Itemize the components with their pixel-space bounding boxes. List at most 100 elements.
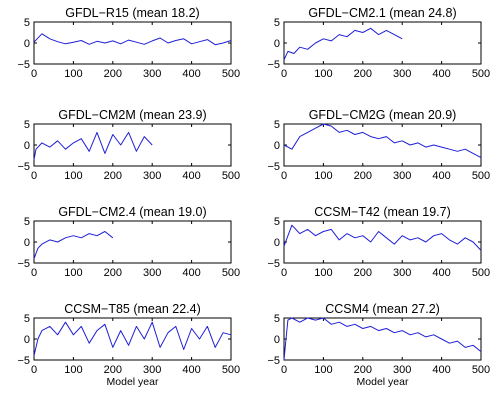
- y-tick-label: −5: [267, 355, 280, 367]
- x-tick-label: 300: [143, 267, 161, 279]
- y-tick-label: 0: [24, 38, 30, 50]
- plot-frame: [283, 220, 482, 264]
- plot-frame: [283, 317, 482, 361]
- series-line: [283, 224, 482, 251]
- y-tick-label: −5: [267, 258, 280, 270]
- x-tick-label: 200: [104, 68, 122, 80]
- y-tick-label: 0: [24, 140, 30, 152]
- panel-8: CCSM4 (mean 27.2)50−50 100 200 300 400 500Mod…: [267, 302, 490, 388]
- y-tick-label: 5: [24, 313, 30, 325]
- series-line: [283, 317, 482, 361]
- x-tick-label: 200: [354, 170, 372, 182]
- series-line: [33, 131, 153, 160]
- panel-7: CCSM−T85 (mean 22.4)50−50 100 200 300 400 500…: [17, 302, 240, 388]
- y-tick-label: 5: [24, 216, 30, 228]
- y-tick-label: −5: [267, 161, 280, 173]
- x-tick-label: 300: [393, 170, 411, 182]
- x-tick-label: 200: [354, 267, 372, 279]
- series-line: [283, 123, 482, 159]
- x-tick-label: 100: [64, 364, 82, 376]
- x-tick-label: 400: [182, 364, 200, 376]
- x-tick-label: 400: [182, 170, 200, 182]
- x-tick-label: 200: [104, 364, 122, 376]
- y-tick-label: 5: [24, 17, 30, 29]
- panel-5: GFDL−CM2.4 (mean 19.0)50−50 100 200 300 400 5…: [17, 205, 240, 279]
- panel-1: GFDL−R15 (mean 18.2)50−50 100 200 300 400 500: [17, 6, 240, 80]
- x-tick-label: 400: [432, 364, 450, 376]
- x-tick-label: 400: [432, 170, 450, 182]
- panel-title: GFDL−CM2.1 (mean 24.8): [308, 6, 456, 20]
- x-tick-label: 400: [182, 68, 200, 80]
- y-tick-label: 0: [24, 237, 30, 249]
- y-tick-label: 0: [274, 334, 280, 346]
- x-tick-label: 500: [222, 170, 240, 182]
- plot-frame: [33, 123, 232, 167]
- x-tick-label: 0: [281, 267, 287, 279]
- series-line: [283, 27, 403, 61]
- x-tick-label: 300: [143, 170, 161, 182]
- x-tick-label: 100: [314, 170, 332, 182]
- panel-title: GFDL−CM2G (mean 20.9): [309, 108, 457, 122]
- x-tick-label: 500: [472, 267, 490, 279]
- x-tick-label: 0: [31, 364, 37, 376]
- y-tick-label: 0: [24, 334, 30, 346]
- x-tick-label: 300: [393, 68, 411, 80]
- x-axis-label: Model year: [107, 376, 159, 388]
- y-tick-label: −5: [17, 161, 30, 173]
- y-tick-label: −5: [17, 59, 30, 71]
- plot-frame: [283, 123, 482, 167]
- x-tick-label: 500: [222, 68, 240, 80]
- x-tick-label: 500: [472, 364, 490, 376]
- x-tick-label: 100: [314, 364, 332, 376]
- y-tick-label: 5: [274, 216, 280, 228]
- x-tick-label: 200: [104, 170, 122, 182]
- panel-title: GFDL−R15 (mean 18.2): [65, 6, 199, 20]
- x-tick-label: 0: [281, 170, 287, 182]
- x-tick-label: 300: [393, 364, 411, 376]
- x-tick-label: 500: [222, 364, 240, 376]
- panel-title: CCSM−T42 (mean 19.7): [314, 205, 451, 219]
- y-tick-label: 5: [274, 313, 280, 325]
- x-tick-label: 200: [354, 364, 372, 376]
- x-tick-label: 100: [64, 267, 82, 279]
- x-tick-label: 0: [31, 267, 37, 279]
- x-tick-label: 200: [354, 68, 372, 80]
- x-tick-label: 300: [143, 364, 161, 376]
- panel-title: CCSM4 (mean 27.2): [325, 302, 440, 316]
- panel-3: GFDL−CM2M (mean 23.9)50−50 100 200 300 400 50…: [17, 108, 240, 182]
- panel-title: GFDL−CM2.4 (mean 19.0): [58, 205, 206, 219]
- x-tick-label: 100: [64, 170, 82, 182]
- plot-frame: [33, 220, 232, 264]
- x-tick-label: 100: [314, 68, 332, 80]
- x-tick-label: 300: [393, 267, 411, 279]
- x-tick-label: 0: [281, 68, 287, 80]
- series-line: [33, 33, 232, 46]
- y-tick-label: −5: [17, 258, 30, 270]
- y-tick-label: −5: [17, 355, 30, 367]
- x-tick-label: 400: [182, 267, 200, 279]
- x-tick-label: 100: [64, 68, 82, 80]
- x-tick-label: 0: [31, 68, 37, 80]
- y-tick-label: 5: [24, 119, 30, 131]
- x-tick-label: 300: [143, 68, 161, 80]
- panel-6: CCSM−T42 (mean 19.7)50−50 100 200 300 400 500: [267, 205, 490, 279]
- y-tick-label: 5: [274, 119, 280, 131]
- panel-title: GFDL−CM2M (mean 23.9): [58, 108, 206, 122]
- y-tick-label: −5: [267, 59, 280, 71]
- panel-2: GFDL−CM2.1 (mean 24.8)50−50 100 200 300 400 5…: [267, 6, 490, 80]
- panel-title: CCSM−T85 (mean 22.4): [64, 302, 201, 316]
- panel-4: GFDL−CM2G (mean 20.9)50−50 100 200 300 400 50…: [267, 108, 490, 182]
- x-tick-label: 500: [472, 170, 490, 182]
- plot-frame: [33, 317, 232, 361]
- y-tick-label: 0: [274, 237, 280, 249]
- x-tick-label: 0: [31, 170, 37, 182]
- x-tick-label: 100: [314, 267, 332, 279]
- series-line: [33, 231, 114, 259]
- x-axis-label: Model year: [357, 376, 409, 388]
- y-tick-label: 0: [274, 140, 280, 152]
- y-tick-label: 5: [274, 17, 280, 29]
- x-tick-label: 0: [281, 364, 287, 376]
- x-tick-label: 500: [222, 267, 240, 279]
- y-tick-label: 0: [274, 38, 280, 50]
